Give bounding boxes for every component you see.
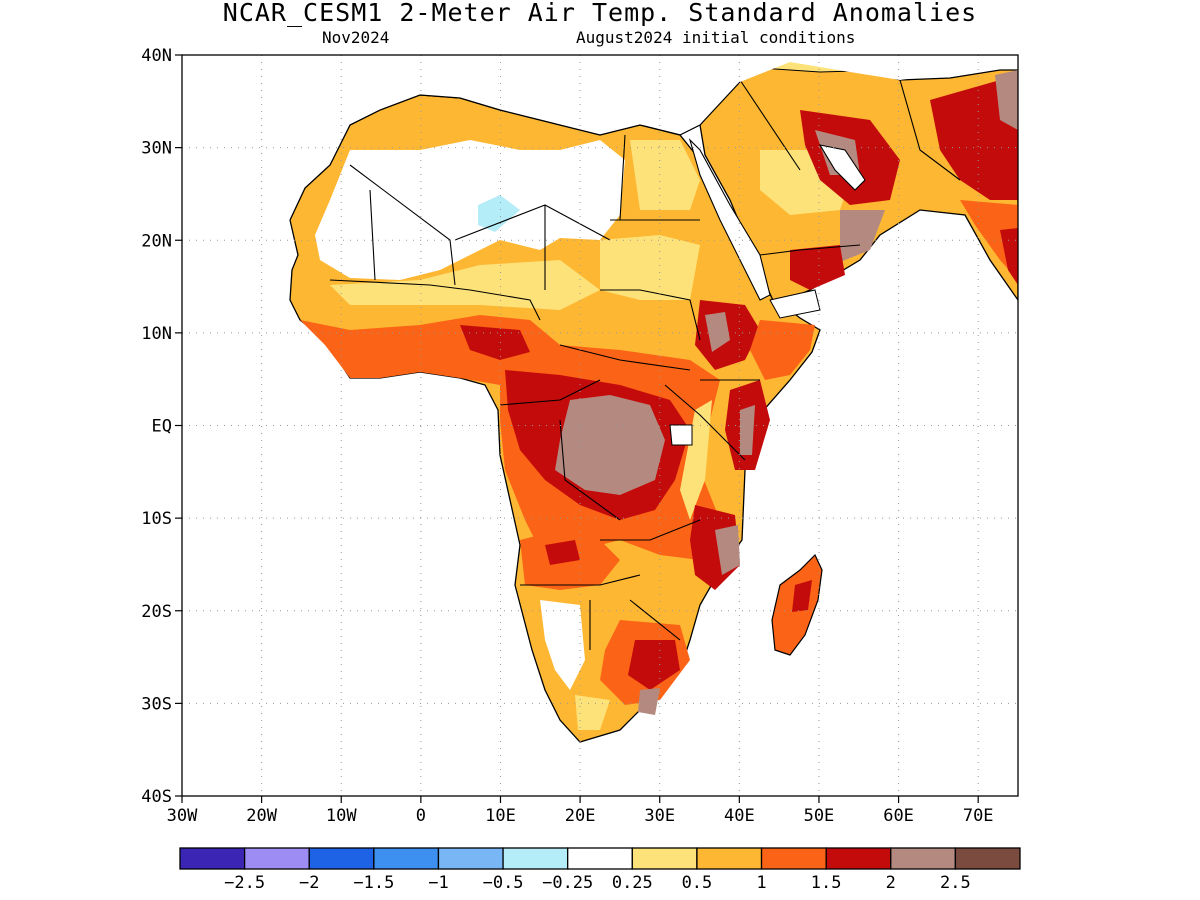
oman-extreme-zone [840, 210, 885, 262]
gulf-of-aden [769, 289, 821, 319]
colorbar-label: 2.5 [940, 873, 971, 893]
congo-extreme-zone [555, 395, 665, 495]
angola-hot-spot [545, 540, 580, 565]
colorbar-swatch [502, 847, 569, 870]
colorbar-swatch [631, 847, 698, 870]
cape-mild-zone [575, 695, 610, 730]
mozambique-extreme-zone [715, 525, 740, 575]
lat-tick-label: 40S [141, 787, 172, 807]
colorbar-label: 2 [886, 873, 896, 893]
lat-tick-label: 30S [141, 694, 172, 714]
mediterranean-coast [289, 81, 741, 221]
colorbar-swatch [890, 847, 957, 870]
colorbar-swatch [437, 847, 504, 870]
lon-tick-label: 20W [246, 806, 277, 826]
colorbar: −2.5 −2 −1.5 −1 −0.5 −0.25 0.25 0.5 1 1.5 2 2.5 [179, 847, 1021, 893]
colorbar-swatch [825, 847, 892, 870]
colorbar-label: 0.5 [682, 873, 713, 893]
india-hot-zone [1000, 228, 1018, 285]
colorbar-swatch [696, 847, 763, 870]
colorbar-swatch [954, 847, 1021, 870]
colorbar-swatch [243, 847, 310, 870]
colorbar-label: 1 [756, 873, 766, 893]
lon-tick-label: 60E [883, 806, 914, 826]
map-plot-area [182, 55, 1018, 743]
lat-tick-label: 40N [141, 46, 172, 66]
red-sea [688, 138, 771, 301]
yemen-hot-zone [790, 245, 845, 290]
colorbar-label: −0.5 [483, 873, 524, 893]
sahara-neutral-zone [315, 140, 625, 280]
map-axes: 30W 20W 10W 0 10E 20E 30E 40E 50E 60E 70E 40N 30N 20N… [141, 46, 993, 826]
colorbar-label: −1.5 [353, 873, 394, 893]
namibia-neutral-zone [540, 600, 585, 690]
madagascar-hot-zone [792, 580, 812, 612]
nigeria-hot-spot [460, 325, 530, 360]
colorbar-label: −2 [299, 873, 319, 893]
lon-tick-label: 50E [804, 806, 835, 826]
lat-tick-label: 20N [141, 231, 172, 251]
egypt-neutral [630, 140, 700, 210]
persian-gulf [818, 144, 866, 191]
lat-tick-label: 30N [141, 139, 172, 159]
sahara-cool-spot [478, 195, 520, 232]
lon-tick-label: 20E [565, 806, 596, 826]
lon-tick-label: 30W [167, 806, 198, 826]
horn-warm-zone [750, 320, 815, 380]
lat-tick-label: 20S [141, 602, 172, 622]
lat-tick-label: 10S [141, 509, 172, 529]
india-warm-zone [960, 200, 1018, 280]
kenya-extreme-zone [740, 405, 755, 455]
lon-tick-label: 30E [644, 806, 675, 826]
lat-tick-label: 10N [141, 324, 172, 344]
colorbar-label: −0.25 [542, 873, 593, 893]
colorbar-label: −2.5 [224, 873, 265, 893]
lon-tick-label: 0 [416, 806, 426, 826]
forecast-month: Nov2024 [322, 28, 390, 47]
colorbar-swatch [567, 847, 633, 870]
yellow-band-sahel [330, 260, 600, 310]
colorbar-swatch [308, 847, 375, 870]
colorbar-label: −1 [428, 873, 448, 893]
colorbar-label: 0.25 [612, 873, 653, 893]
lon-tick-label: 10E [485, 806, 516, 826]
colorbar-label: 1.5 [811, 873, 842, 893]
mediterranean [182, 55, 1018, 220]
country-borders [329, 79, 961, 650]
ethiopia-extreme-zone [705, 312, 730, 352]
lesotho-extreme-zone [638, 688, 660, 715]
lon-tick-label: 10W [326, 806, 357, 826]
pakistan-hot-zone [930, 80, 1018, 200]
south-africa-hot-zone [628, 640, 680, 690]
colorbar-swatch [760, 847, 827, 870]
yellow-band-north [600, 235, 700, 300]
lat-tick-label: EQ [152, 417, 172, 437]
himalaya-extreme-zone [995, 70, 1018, 130]
lake-victoria [669, 424, 693, 446]
lon-tick-label: 70E [963, 806, 994, 826]
lon-tick-label: 40E [724, 806, 755, 826]
colorbar-swatch [373, 847, 440, 870]
initial-conditions: August2024 initial conditions [576, 28, 856, 47]
map-title: NCAR_CESM1 2-Meter Air Temp. Standard An… [222, 0, 978, 27]
rift-valley-mild [680, 400, 712, 520]
colorbar-swatch [179, 847, 246, 870]
